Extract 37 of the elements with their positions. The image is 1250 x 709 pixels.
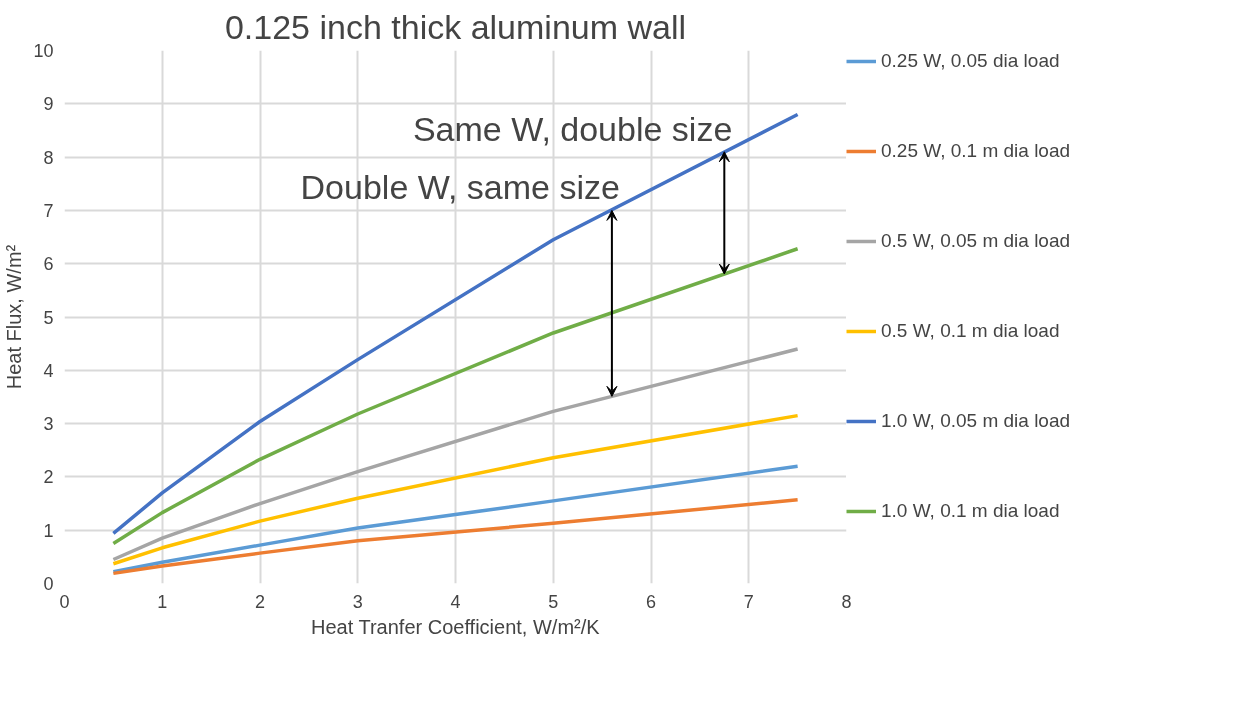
line-series xyxy=(111,112,800,536)
annotation: Double W, same size xyxy=(300,168,620,207)
legend-label: 0.5 W, 0.1 m dia load xyxy=(881,320,1060,342)
y-tick-label: 4 xyxy=(43,360,54,381)
y-tick-label: 9 xyxy=(43,94,54,115)
x-tick-label: 8 xyxy=(841,591,852,612)
line-series xyxy=(111,498,800,576)
legend-label: 0.25 W, 0.05 dia load xyxy=(881,50,1060,72)
legend-label: 1.0 W, 0.05 m dia load xyxy=(881,410,1071,432)
y-tick-label: 5 xyxy=(43,307,54,328)
line-series xyxy=(111,413,800,566)
y-tick-label: 3 xyxy=(43,414,54,435)
x-tick-label: 7 xyxy=(743,591,754,612)
legend-label: 1.0 W, 0.1 m dia load xyxy=(881,500,1060,522)
line-series xyxy=(111,347,800,562)
x-tick-label: 5 xyxy=(548,591,559,612)
chart-title: 0.125 inch thick aluminum wall xyxy=(224,7,687,46)
y-tick-label: 0 xyxy=(43,574,54,594)
legend-label: 0.25 W, 0.1 m dia load xyxy=(881,140,1071,162)
y-axis-title: Heat Flux, W/m² xyxy=(3,244,26,390)
annotation: Same W, double size xyxy=(412,109,733,148)
y-tick-label: 2 xyxy=(43,467,54,488)
line-series xyxy=(111,464,800,574)
x-tick-label: 6 xyxy=(645,591,657,612)
x-tick-label: 2 xyxy=(254,591,266,612)
y-tick-label: 10 xyxy=(33,41,54,61)
x-axis-title: Heat Tranfer Coefficient, W/m²/K xyxy=(311,615,601,638)
x-tick-label: 0 xyxy=(59,591,70,612)
y-tick-label: 6 xyxy=(43,254,54,275)
y-tick-label: 1 xyxy=(43,520,54,541)
y-tick-label: 8 xyxy=(43,147,54,168)
y-tick-label: 7 xyxy=(43,200,54,221)
x-tick-label: 3 xyxy=(352,591,363,612)
x-tick-label: 4 xyxy=(450,591,461,612)
x-tick-label: 1 xyxy=(157,591,168,612)
legend-label: 0.5 W, 0.05 m dia load xyxy=(881,230,1071,252)
line-series xyxy=(111,247,800,546)
